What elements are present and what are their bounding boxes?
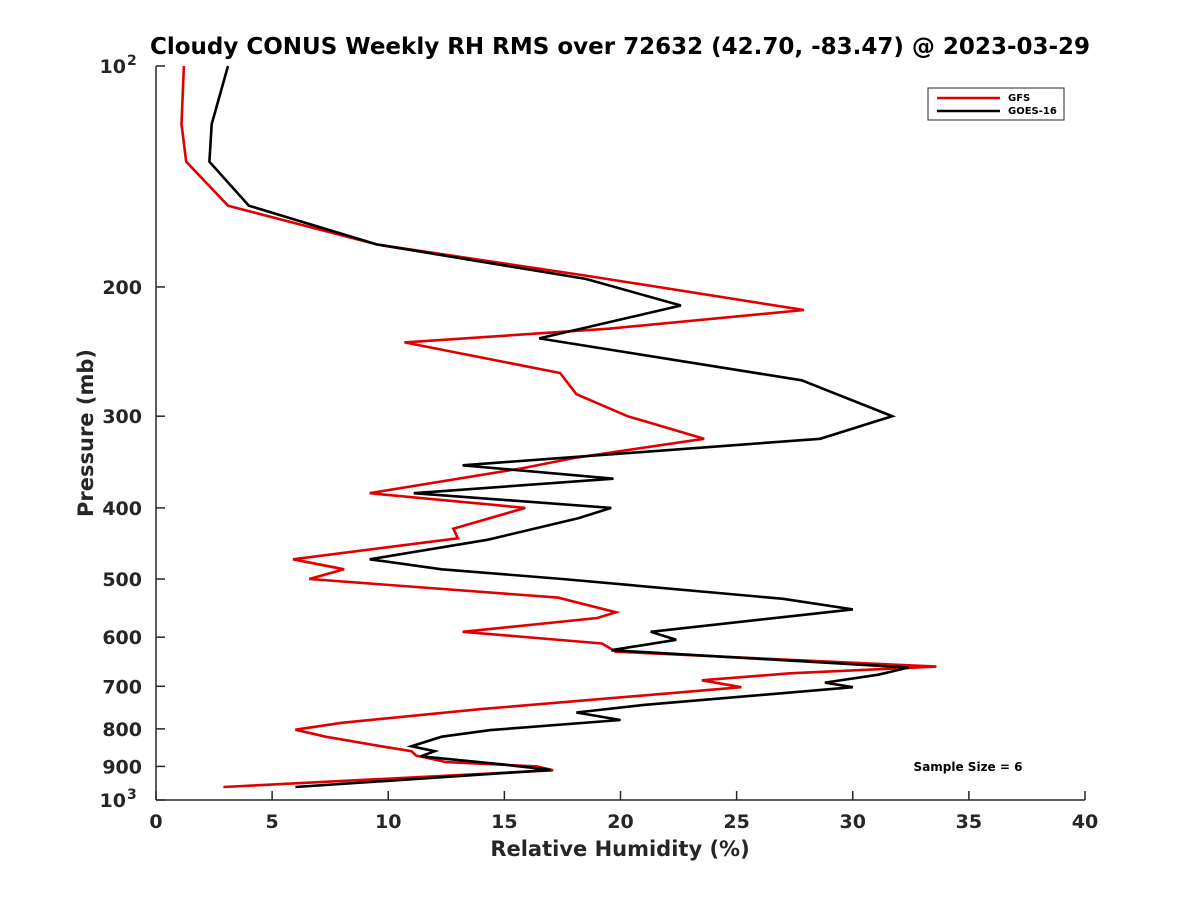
y-tick-label: 10 bbox=[100, 56, 126, 78]
y-tick-label: 900 bbox=[102, 756, 142, 778]
sample-size-annotation: Sample Size = 6 bbox=[914, 760, 1023, 774]
x-tick-label: 30 bbox=[840, 811, 866, 833]
y-tick-label: 600 bbox=[102, 627, 142, 649]
x-tick-label: 25 bbox=[723, 811, 749, 833]
x-tick-label: 35 bbox=[956, 811, 982, 833]
series-layer bbox=[180, 65, 937, 789]
plot-frame bbox=[156, 66, 1085, 800]
y-tick-exponent: 3 bbox=[127, 787, 137, 803]
legend: GFS GOES-16 bbox=[927, 87, 1065, 121]
y-tick-exponent: 2 bbox=[127, 53, 137, 69]
y-tick-label: 200 bbox=[102, 277, 142, 299]
series-line-gfs bbox=[180, 65, 937, 789]
x-tick-label: 40 bbox=[1072, 811, 1098, 833]
legend-label-goes16: GOES-16 bbox=[1008, 106, 1057, 117]
x-tick-label: 15 bbox=[491, 811, 517, 833]
y-tick-label: 800 bbox=[102, 719, 142, 741]
y-tick-label: 500 bbox=[102, 569, 142, 591]
x-tick-label: 10 bbox=[375, 811, 401, 833]
legend-box bbox=[927, 87, 1065, 121]
chart-title: Cloudy CONUS Weekly RH RMS over 72632 (4… bbox=[150, 34, 1090, 60]
legend-label-gfs: GFS bbox=[1008, 93, 1030, 104]
y-axis-label: Pressure (mb) bbox=[74, 349, 98, 517]
y-tick-label: 700 bbox=[102, 676, 142, 698]
x-axis-ticks: 0 5 10 15 20 25 30 35 40 bbox=[149, 791, 1098, 833]
series-line-goes16 bbox=[208, 65, 909, 789]
y-tick-label: 10 bbox=[100, 790, 126, 812]
y-tick-label: 400 bbox=[102, 498, 142, 520]
x-tick-label: 20 bbox=[607, 811, 633, 833]
y-tick-label: 300 bbox=[102, 406, 142, 428]
x-tick-label: 0 bbox=[149, 811, 162, 833]
x-tick-label: 5 bbox=[266, 811, 279, 833]
x-axis-label: Relative Humidity (%) bbox=[490, 837, 749, 861]
